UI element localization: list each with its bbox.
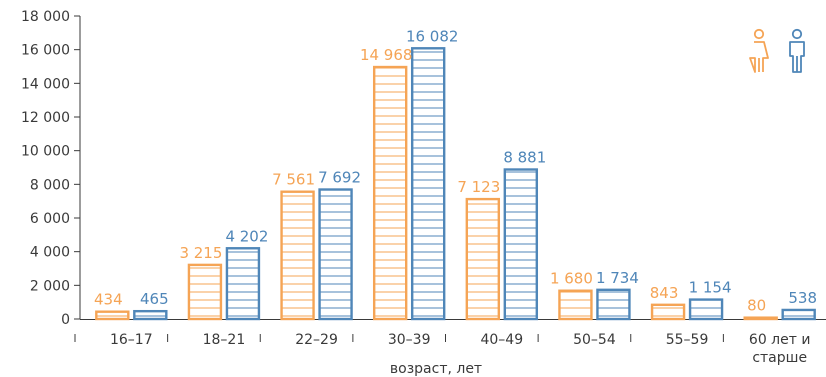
bar-fill: [134, 311, 167, 319]
data-label: 3 215: [179, 244, 222, 262]
bar-fill: [782, 309, 815, 319]
bar: [225, 247, 261, 321]
y-tick-label: 8 000: [30, 177, 70, 193]
bar-fill: [652, 304, 685, 319]
bar-fill: [374, 67, 407, 319]
data-label: 1 680: [550, 270, 593, 288]
data-label: 1 734: [596, 269, 639, 287]
data-label: 8 881: [503, 149, 546, 167]
y-tick-label: 18 000: [21, 9, 70, 25]
bar: [503, 168, 539, 321]
bar-fill: [504, 169, 537, 319]
x-tick-label: 60 лет и старше: [749, 332, 811, 366]
y-tick-label: 6 000: [30, 211, 70, 227]
data-label: 16 082: [406, 27, 459, 45]
bar: [743, 316, 778, 321]
data-label: 7 123: [457, 178, 500, 196]
x-tick-label: 55–59: [666, 332, 709, 348]
bars: [95, 47, 816, 321]
bar-fill: [226, 248, 259, 319]
bar: [596, 288, 631, 321]
y-tick-label: 10 000: [21, 144, 70, 160]
data-label: 465: [140, 290, 169, 308]
y-tick-label: 0: [61, 312, 70, 328]
y-tick-label: 4 000: [30, 245, 70, 261]
data-label: 4 202: [225, 227, 268, 245]
bar-fill: [188, 264, 221, 319]
bar-fill: [559, 290, 592, 319]
data-label: 7 561: [272, 171, 315, 189]
axes: 0 2 000 4 000 6 000 8 000 10 000 12 000 14 000 1…: [21, 9, 826, 366]
data-label: 1 154: [689, 279, 732, 297]
female-icon: [749, 28, 769, 73]
bar: [781, 308, 816, 321]
x-tick-label: 16–17: [110, 332, 153, 348]
data-label: 538: [788, 289, 817, 307]
bar: [650, 303, 686, 321]
male-icon: [789, 28, 805, 73]
bar: [280, 190, 315, 321]
data-label: 7 692: [318, 169, 361, 187]
bar: [133, 309, 168, 321]
bar: [688, 298, 724, 321]
bar-fill: [319, 189, 352, 319]
bar: [558, 289, 593, 321]
bar: [318, 188, 353, 321]
bar-fill: [96, 311, 129, 319]
x-tick-label: 22–29: [295, 332, 338, 348]
bar: [187, 263, 223, 321]
y-tick-label: 12 000: [21, 110, 70, 126]
y-tick-label: 16 000: [21, 43, 70, 59]
bar: [465, 197, 501, 321]
bar-fill: [412, 48, 445, 319]
data-label: 434: [94, 291, 123, 309]
bar: [410, 47, 446, 321]
x-tick-label: 40–49: [480, 332, 523, 348]
x-tick-label: 18–21: [203, 332, 246, 348]
x-tick-label: 50–54: [573, 332, 616, 348]
bar-fill: [597, 289, 630, 319]
data-label: 843: [650, 284, 679, 302]
bar: [95, 310, 130, 321]
y-tick-label: 14 000: [21, 76, 70, 92]
x-axis-title: возраст, лет: [390, 361, 482, 377]
bar: [372, 65, 408, 321]
x-tick-label: 30–39: [388, 332, 431, 348]
bar-fill: [466, 199, 499, 319]
data-label: 80: [747, 297, 766, 315]
y-tick-label: 2 000: [30, 278, 70, 294]
bar-fill: [690, 299, 723, 319]
data-label: 14 968: [360, 46, 413, 64]
bar-fill: [281, 191, 314, 319]
